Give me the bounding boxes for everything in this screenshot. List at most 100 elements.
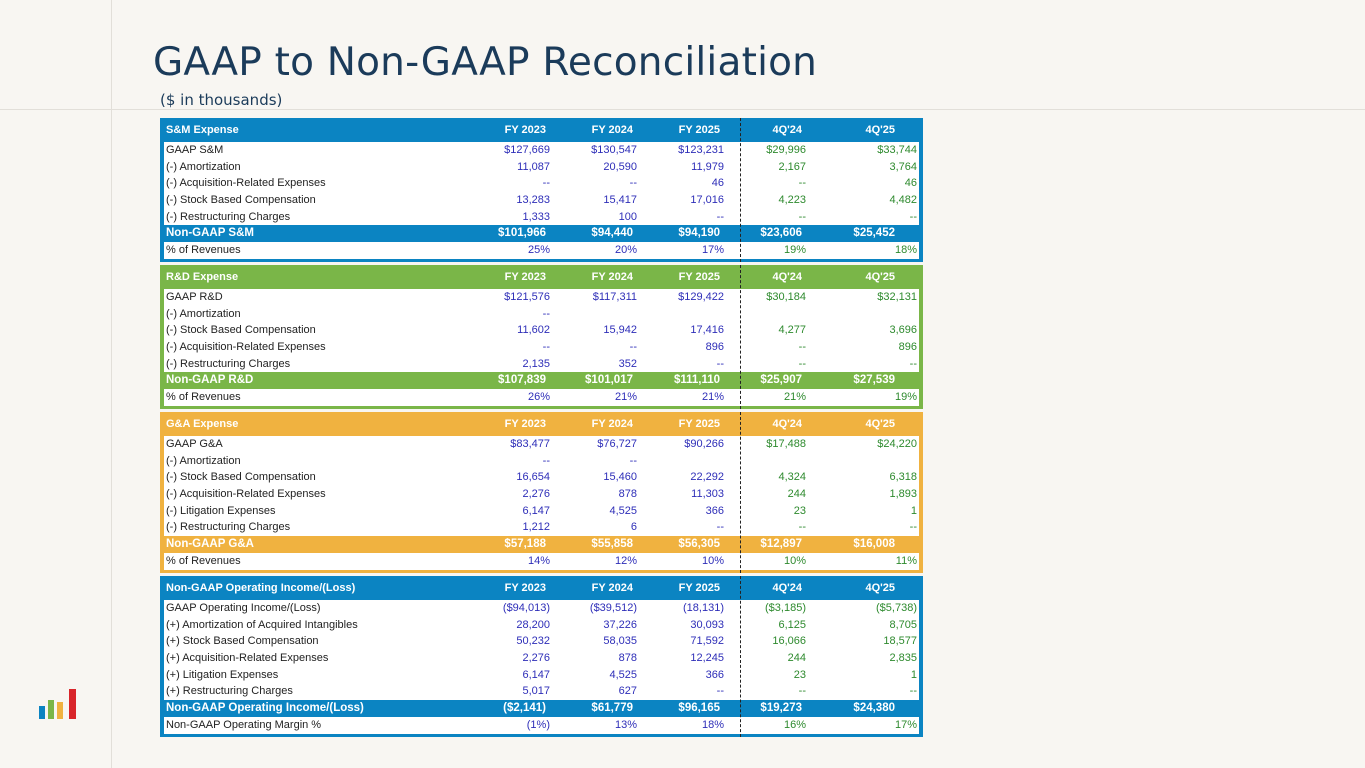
cell-value: 22,292	[690, 471, 724, 484]
cell-value: 13,283	[516, 194, 550, 207]
period-divider	[740, 118, 741, 262]
percent-value: 21%	[783, 391, 806, 404]
table-header: S&M Expense FY 2023 FY 2024 FY 2025 4Q'24 4Q'…	[160, 118, 923, 142]
cell-value: --	[909, 685, 917, 698]
cell-value: 2,167	[778, 160, 806, 173]
cell-value: 71,592	[690, 635, 724, 648]
column-header: 4Q'25	[865, 271, 895, 283]
cell-value: --	[909, 357, 917, 370]
column-header: 4Q'24	[772, 271, 802, 283]
total-row: Non-GAAP G&A $57,188 $55,858 $56,305 $12,897…	[160, 536, 923, 553]
percent-value: 16%	[783, 719, 806, 732]
row-label: (-) Restructuring Charges	[166, 210, 291, 223]
percent-value: 17%	[701, 244, 724, 257]
cell-value: ($39,512)	[589, 602, 637, 615]
row-label: GAAP Operating Income/(Loss)	[166, 602, 321, 615]
cell-value: --	[798, 357, 806, 370]
table-row: (+) Restructuring Charges 5,017 627 -- -- --	[164, 683, 919, 700]
cell-value: 896	[705, 341, 724, 354]
column-header: FY 2025	[678, 124, 720, 136]
cell-value: 1,212	[522, 521, 550, 534]
cell-value: 100	[618, 210, 637, 223]
total-label: Non-GAAP Operating Income/(Loss)	[166, 702, 364, 715]
cell-value: --	[798, 210, 806, 223]
table-row: (+) Amortization of Acquired Intangibles…	[164, 617, 919, 634]
percent-value: 10%	[783, 555, 806, 568]
cell-value: 11,303	[691, 488, 724, 501]
row-label: (+) Stock Based Compensation	[166, 635, 319, 648]
total-value: $55,858	[591, 538, 633, 551]
row-label: (-) Litigation Expenses	[166, 504, 276, 517]
percent-label: % of Revenues	[166, 391, 241, 404]
cell-value: 15,460	[603, 471, 637, 484]
row-label: (+) Amortization of Acquired Intangibles	[166, 618, 358, 631]
total-value: $107,839	[498, 374, 546, 387]
cell-value: 366	[705, 504, 724, 517]
percent-row: % of Revenues 26% 21% 21% 21% 19%	[164, 388, 919, 406]
percent-label: % of Revenues	[166, 555, 241, 568]
column-header: 4Q'24	[772, 418, 802, 430]
table-row: (-) Acquisition-Related Expenses -- -- 896 -…	[164, 339, 919, 356]
cell-value: 2,835	[889, 652, 917, 665]
cell-value: 15,417	[603, 194, 637, 207]
table-row: (-) Stock Based Compensation 11,602 15,942…	[164, 322, 919, 339]
percent-value: 17%	[894, 719, 917, 732]
cell-value: 16,066	[772, 635, 806, 648]
percent-value: (1%)	[526, 719, 550, 732]
total-value: $94,190	[678, 227, 720, 240]
cell-value: 30,093	[690, 618, 724, 631]
table-row: (-) Restructuring Charges 1,212 6 -- -- --	[164, 519, 919, 536]
cell-value: 28,200	[516, 618, 550, 631]
cell-value: $83,477	[510, 438, 550, 451]
table-body: GAAP Operating Income/(Loss) ($94,013) ($3…	[164, 600, 919, 700]
cell-value: $33,744	[877, 144, 917, 157]
cell-value: 23	[793, 504, 806, 517]
cell-value: --	[798, 341, 806, 354]
total-row: Non-GAAP S&M $101,966 $94,440 $94,190 $23,60…	[160, 225, 923, 242]
table-row: (+) Stock Based Compensation 50,232 58,035…	[164, 633, 919, 650]
cell-value: $130,547	[591, 144, 637, 157]
percent-value: 21%	[701, 391, 724, 404]
cell-value: 2,135	[522, 357, 550, 370]
column-header: 4Q'25	[865, 124, 895, 136]
cell-value: 366	[705, 668, 724, 681]
total-row: Non-GAAP Operating Income/(Loss) ($2,141)…	[160, 700, 923, 717]
total-value: $56,305	[678, 538, 720, 551]
percent-value: 19%	[894, 391, 917, 404]
cell-value: 16,654	[516, 471, 550, 484]
cell-value: 20,590	[603, 160, 637, 173]
table-row: (-) Amortization --	[164, 306, 919, 323]
cell-value: 1	[910, 504, 917, 517]
cell-value: 878	[618, 488, 637, 501]
percent-value: 12%	[614, 555, 637, 568]
percent-value: 11%	[895, 555, 917, 568]
column-header: FY 2024	[591, 124, 633, 136]
cell-value: 11,979	[691, 160, 724, 173]
total-label: Non-GAAP R&D	[166, 374, 254, 387]
total-value: $61,779	[591, 702, 633, 715]
table-op: Non-GAAP Operating Income/(Loss) FY 2023 F…	[160, 576, 923, 737]
percent-value: 18%	[894, 244, 917, 257]
cell-value: --	[909, 521, 917, 534]
percent-value: 10%	[701, 555, 724, 568]
total-value: ($2,141)	[503, 702, 546, 715]
cell-value: 4,482	[889, 194, 917, 207]
column-header: FY 2023	[504, 124, 546, 136]
table-row: (+) Litigation Expenses 6,147 4,525 366 23 1	[164, 666, 919, 683]
column-header: 4Q'25	[865, 418, 895, 430]
percent-row: % of Revenues 25% 20% 17% 19% 18%	[164, 241, 919, 259]
cell-value: $90,266	[684, 438, 724, 451]
cell-value: 15,942	[603, 324, 637, 337]
percent-value: 26%	[527, 391, 550, 404]
cell-value: 17,016	[690, 194, 724, 207]
period-divider	[740, 576, 741, 737]
cell-value: 244	[787, 488, 806, 501]
row-label: (-) Amortization	[166, 454, 241, 467]
percent-value: 21%	[614, 391, 637, 404]
total-value: $101,017	[585, 374, 633, 387]
cell-value: 2,276	[522, 652, 550, 665]
cell-value: 12,245	[690, 652, 724, 665]
cell-value: --	[798, 521, 806, 534]
cell-value: 3,764	[889, 160, 917, 173]
table-row: (-) Acquisition-Related Expenses 2,276 878…	[164, 486, 919, 503]
